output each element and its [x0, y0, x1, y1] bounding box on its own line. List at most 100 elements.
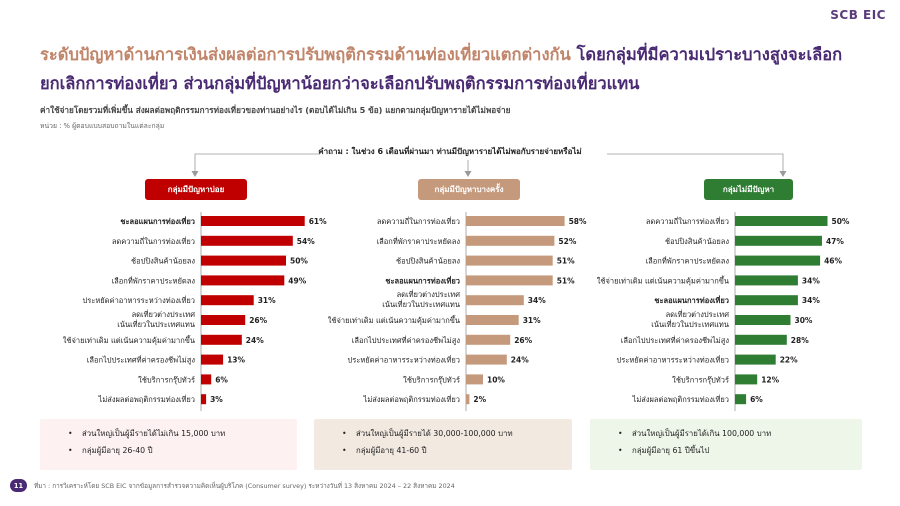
bar: [201, 216, 305, 226]
category-label: ลดเที่ยวต่างประเทศเน้นเที่ยวในประเทศแทน: [117, 309, 195, 329]
data-label: 50%: [290, 257, 308, 266]
category-label: เลือกที่พักราคาประหยัดลง: [646, 256, 730, 266]
category-label: ไม่ส่งผลต่อพฤติกรรมท่องเที่ยว: [363, 394, 460, 404]
category-label: ใช้จ่ายเท่าเดิม แต่เน้นความคุ้มค่ามากขึ้…: [63, 335, 195, 345]
category-label: ช้อปปิงสินค้าน้อยลง: [396, 257, 460, 266]
bar: [735, 374, 758, 385]
bar: [466, 275, 553, 286]
data-label: 46%: [824, 257, 842, 266]
bar: [201, 295, 254, 306]
data-label: 51%: [557, 276, 575, 285]
category-label: ไม่ส่งผลต่อพฤติกรรมท่องเที่ยว: [632, 394, 729, 404]
title-part-1: ระดับปัญหาด้านการเงินส่งผลต่อการปรับพฤติ…: [40, 45, 571, 64]
chart-subtitle: ค่าใช้จ่ายโดยรวมที่เพิ่มขึ้น ส่งผลต่อพฤต…: [40, 105, 511, 115]
data-label: 26%: [514, 336, 532, 345]
note-item: ส่วนใหญ่เป็นผู้มีรายได้เกิน 100,000 บาท: [618, 425, 862, 442]
category-label: เลือกไปประเทศที่ค่าครองชีพไม่สูง: [621, 335, 730, 345]
bar: [735, 394, 747, 405]
bar: [735, 315, 791, 325]
category-label: ใช้บริการกรุ๊ปทัวร์: [672, 375, 729, 384]
bar: [466, 216, 565, 226]
data-label: 61%: [309, 217, 327, 226]
data-label: 54%: [297, 237, 315, 246]
group-label-frequent: กลุ่มมีปัญหาบ่อย: [145, 179, 247, 200]
bar-chart-2: 58% ลดความถี่ในการท่องเที่ยว 52% เลือกที่พั…: [328, 212, 587, 412]
unit-note: หน่วย : % ผู้ตอบแบบสอบถามในแต่ละกลุ่ม: [40, 122, 165, 130]
bar: [466, 295, 524, 306]
data-label: 28%: [791, 336, 809, 345]
question-connector-arrows: [191, 171, 787, 177]
note-item: กลุ่มผู้มีอายุ 26-40 ปี: [68, 442, 297, 459]
category-label-line: เน้นเที่ยวในประเทศแทน: [382, 299, 460, 309]
data-label: 6%: [215, 375, 228, 384]
category-label-line: ลดเที่ยวต่างประเทศ: [666, 309, 730, 319]
data-label: 10%: [487, 375, 505, 384]
bar: [735, 275, 798, 286]
category-label-line: เน้นเที่ยวในประเทศแทน: [651, 319, 729, 329]
data-label: 31%: [523, 316, 541, 325]
bar-charts: 61% ชะลอแผนการท่องเที่ยว 54% ลดความถี่ในการ…: [63, 212, 850, 412]
note-item: ส่วนใหญ่เป็นผู้มีรายได้ไม่เกิน 15,000 บา…: [68, 425, 297, 442]
survey-question: คำถาม : ในช่วง 6 เดือนที่ผ่านมา ท่านมีปั…: [318, 147, 582, 156]
question-connector: [194, 153, 784, 172]
category-label: เลือกไปประเทศที่ค่าครองชีพไม่สูง: [352, 335, 461, 345]
note-item: กลุ่มผู้มีอายุ 41-60 ปี: [342, 442, 572, 459]
note-item: ส่วนใหญ่เป็นผู้มีรายได้ 30,000-100,000 บ…: [342, 425, 572, 442]
bar: [735, 255, 821, 266]
category-label-line: ลดเที่ยวต่างประเทศ: [132, 309, 196, 319]
data-label: 31%: [258, 296, 276, 305]
group-label-sometimes: กลุ่มมีปัญหาบางครั้ง: [418, 179, 520, 200]
bar: [735, 334, 787, 345]
data-label: 51%: [557, 257, 575, 266]
category-label: ลดความถี่ในการท่องเที่ยว: [646, 216, 729, 226]
bar: [735, 216, 828, 226]
category-label: ประหยัดค่าอาหารระหว่างท่องเที่ยว: [83, 295, 195, 305]
bar: [466, 374, 483, 385]
data-label: 24%: [511, 356, 529, 365]
category-label: ลดเที่ยวต่างประเทศเน้นเที่ยวในประเทศแทน: [651, 309, 729, 329]
data-label: 26%: [249, 316, 267, 325]
data-label: 34%: [528, 296, 546, 305]
category-label: ชะลอแผนการท่องเที่ยว: [120, 215, 195, 226]
data-label: 22%: [780, 356, 798, 365]
category-label: ลดความถี่ในการท่องเที่ยว: [377, 216, 460, 226]
bar: [201, 354, 224, 365]
bar: [201, 235, 293, 246]
category-label: เลือกที่พักราคาประหยัดลง: [112, 275, 196, 285]
note-item: กลุ่มผู้มีอายุ 61 ปีขึ้นไป: [618, 442, 862, 459]
category-label: เลือกไปประเทศที่ค่าครองชีพไม่สูง: [87, 355, 196, 365]
bar-chart-1: 61% ชะลอแผนการท่องเที่ยว 54% ลดความถี่ในการ…: [63, 212, 327, 412]
bar: [201, 374, 212, 385]
bar: [466, 394, 470, 405]
category-label: เลือกที่พักราคาประหยัดลง: [377, 236, 461, 246]
bar: [735, 295, 798, 306]
note-box-none: ส่วนใหญ่เป็นผู้มีรายได้เกิน 100,000 บาท …: [590, 419, 862, 470]
bar: [201, 275, 285, 286]
data-label: 13%: [227, 356, 245, 365]
bar: [201, 255, 286, 266]
category-label: ใช้บริการกรุ๊ปทัวร์: [403, 375, 460, 384]
page-number: 11: [10, 479, 27, 492]
data-label: 12%: [761, 375, 779, 384]
category-label: ไม่ส่งผลต่อพฤติกรรมท่องเที่ยว: [98, 394, 195, 404]
bar: [201, 394, 207, 405]
data-label: 6%: [750, 395, 763, 404]
bar: [466, 255, 553, 266]
bar-chart-3: 50% ลดความถี่ในการท่องเที่ยว 47% ช้อปปิงสิน…: [597, 212, 850, 412]
category-label: ประหยัดค่าอาหารระหว่างท่องเที่ยว: [348, 355, 460, 365]
bar: [735, 354, 776, 365]
category-label: ลดความถี่ในการท่องเที่ยว: [112, 236, 195, 246]
group-label-none: กลุ่มไม่มีปัญหา: [704, 179, 793, 200]
data-label: 49%: [288, 276, 306, 285]
category-label: ชะลอแผนการท่องเที่ยว: [654, 294, 729, 305]
data-label: 47%: [826, 237, 844, 246]
bar: [466, 334, 511, 345]
category-label: ใช้บริการกรุ๊ปทัวร์: [138, 375, 195, 384]
data-label: 3%: [210, 395, 223, 404]
bar: [735, 235, 822, 246]
category-label: ใช้จ่ายเท่าเดิม แต่เน้นความคุ้มค่ามากขึ้…: [597, 275, 729, 285]
note-box-sometimes: ส่วนใหญ่เป็นผู้มีรายได้ 30,000-100,000 บ…: [314, 419, 572, 470]
data-label: 50%: [832, 217, 850, 226]
bar: [201, 315, 246, 325]
